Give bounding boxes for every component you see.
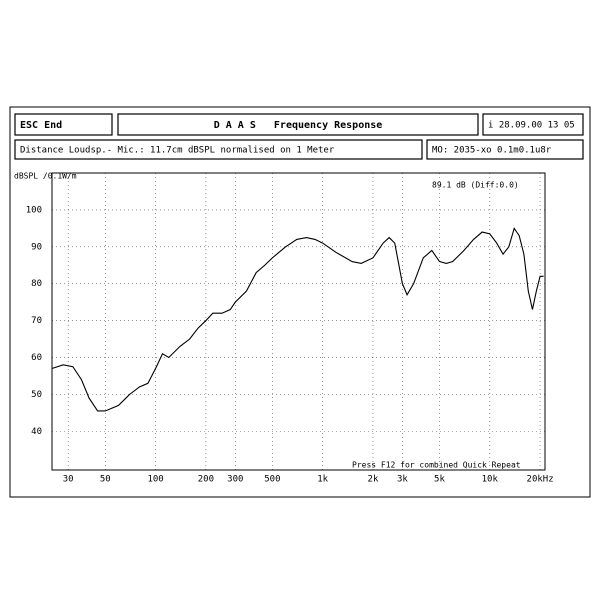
title: D A A S Frequency Response xyxy=(214,120,383,131)
description-box xyxy=(14,139,423,160)
x-tick-label: 100 xyxy=(147,475,163,485)
x-tick-label: 10k xyxy=(482,475,499,485)
x-tick-label: 500 xyxy=(264,475,280,485)
x-tick-label: 5k xyxy=(434,475,445,485)
memory: MO: 2035-xo 0.1m0.1u8r xyxy=(432,146,552,156)
escape-box[interactable] xyxy=(14,113,113,136)
window-frame xyxy=(9,106,591,498)
memory-box xyxy=(426,139,584,160)
y-tick-label: 90 xyxy=(31,242,42,252)
y-tick-label: 80 xyxy=(31,279,42,289)
description: Distance Loudsp.- Mic.: 11.7cm dBSPL nor… xyxy=(20,146,335,156)
escape-label[interactable]: ESC End xyxy=(20,120,62,131)
info-label[interactable]: i 28.09.00 13 05 xyxy=(488,121,575,131)
x-tick-label: 50 xyxy=(100,475,111,485)
info-box[interactable] xyxy=(482,113,584,136)
x-tick-label: 30 xyxy=(63,475,74,485)
y-tick-label: 100 xyxy=(26,205,42,215)
y-axis-label: dBSPL /0.1W/m xyxy=(14,172,77,181)
y-tick-label: 50 xyxy=(31,390,42,400)
response-curve xyxy=(51,227,544,412)
x-tick-label: 2k xyxy=(368,475,379,485)
x-tick-label: 3k xyxy=(397,475,408,485)
plot-area xyxy=(51,172,546,471)
title-box xyxy=(117,113,479,136)
x-tick-label: 20kHz xyxy=(527,475,554,485)
y-tick-label: 40 xyxy=(31,427,42,437)
x-tick-label: 1k xyxy=(317,475,328,485)
y-tick-label: 70 xyxy=(31,316,42,326)
x-tick-label: 300 xyxy=(227,475,243,485)
y-tick-label: 60 xyxy=(31,353,42,363)
hint-annotation: Press F12 for combined Quick Repeat xyxy=(352,461,521,470)
x-tick-label: 200 xyxy=(198,475,214,485)
level-annotation: 89.1 dB (Diff:0.0) xyxy=(432,181,519,190)
